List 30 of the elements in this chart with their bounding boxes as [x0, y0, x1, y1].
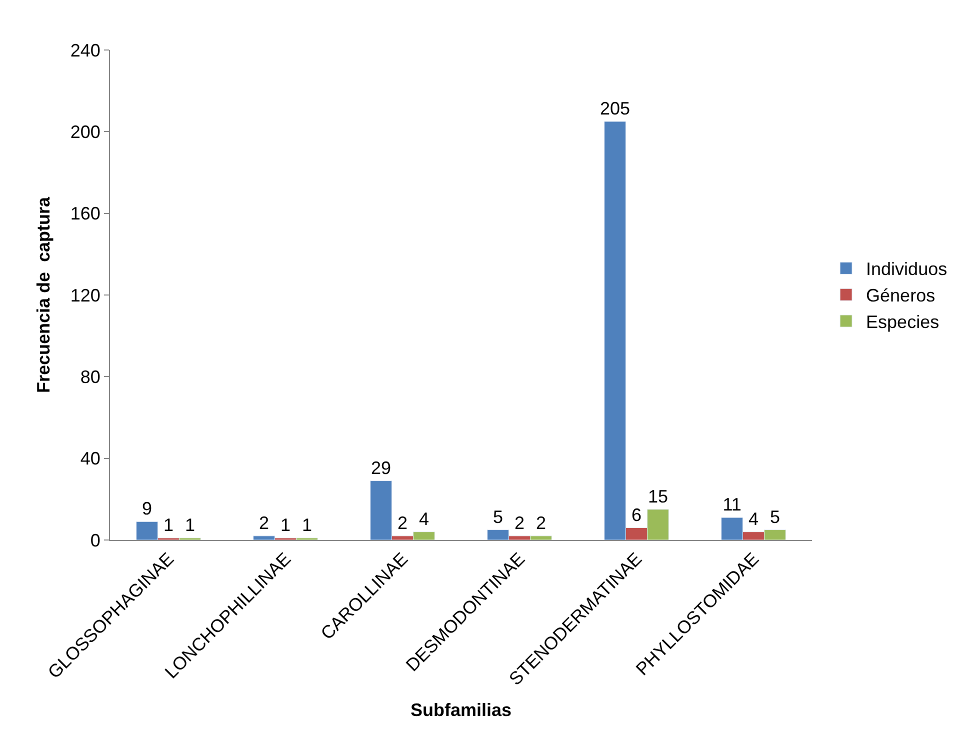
data-label: 2: [259, 512, 270, 533]
y-tick-label: 240: [70, 40, 100, 60]
data-label: 29: [371, 458, 392, 478]
legend-label: Géneros: [866, 286, 936, 306]
y-tick-label: 80: [80, 366, 100, 387]
data-label: 1: [302, 514, 312, 535]
data-label: 1: [280, 514, 291, 535]
data-label: 4: [418, 508, 429, 529]
data-label: 1: [184, 514, 195, 535]
data-label: 205: [600, 98, 630, 118]
data-label: 6: [631, 504, 642, 525]
data-label: 1: [163, 514, 174, 535]
x-axis-title: Subfamilias: [410, 700, 512, 720]
data-label: 2: [536, 512, 546, 533]
data-label: 11: [722, 494, 742, 515]
data-label: 9: [142, 498, 152, 519]
data-label: 5: [493, 506, 504, 527]
data-label: 2: [514, 512, 525, 533]
y-tick-label: 40: [80, 448, 100, 469]
legend-label: Especies: [866, 312, 940, 332]
data-label: 5: [770, 506, 780, 527]
y-tick-label: 160: [70, 204, 100, 224]
y-tick-label: 200: [70, 122, 100, 142]
data-label: 15: [648, 486, 668, 506]
y-axis-title: Frecuencia de captura: [34, 196, 54, 394]
legend-label: Individuos: [866, 259, 948, 280]
data-label: 2: [397, 512, 408, 533]
data-label: 4: [748, 508, 759, 529]
y-tick-label: 120: [70, 285, 100, 306]
y-tick-label: 0: [90, 530, 100, 550]
